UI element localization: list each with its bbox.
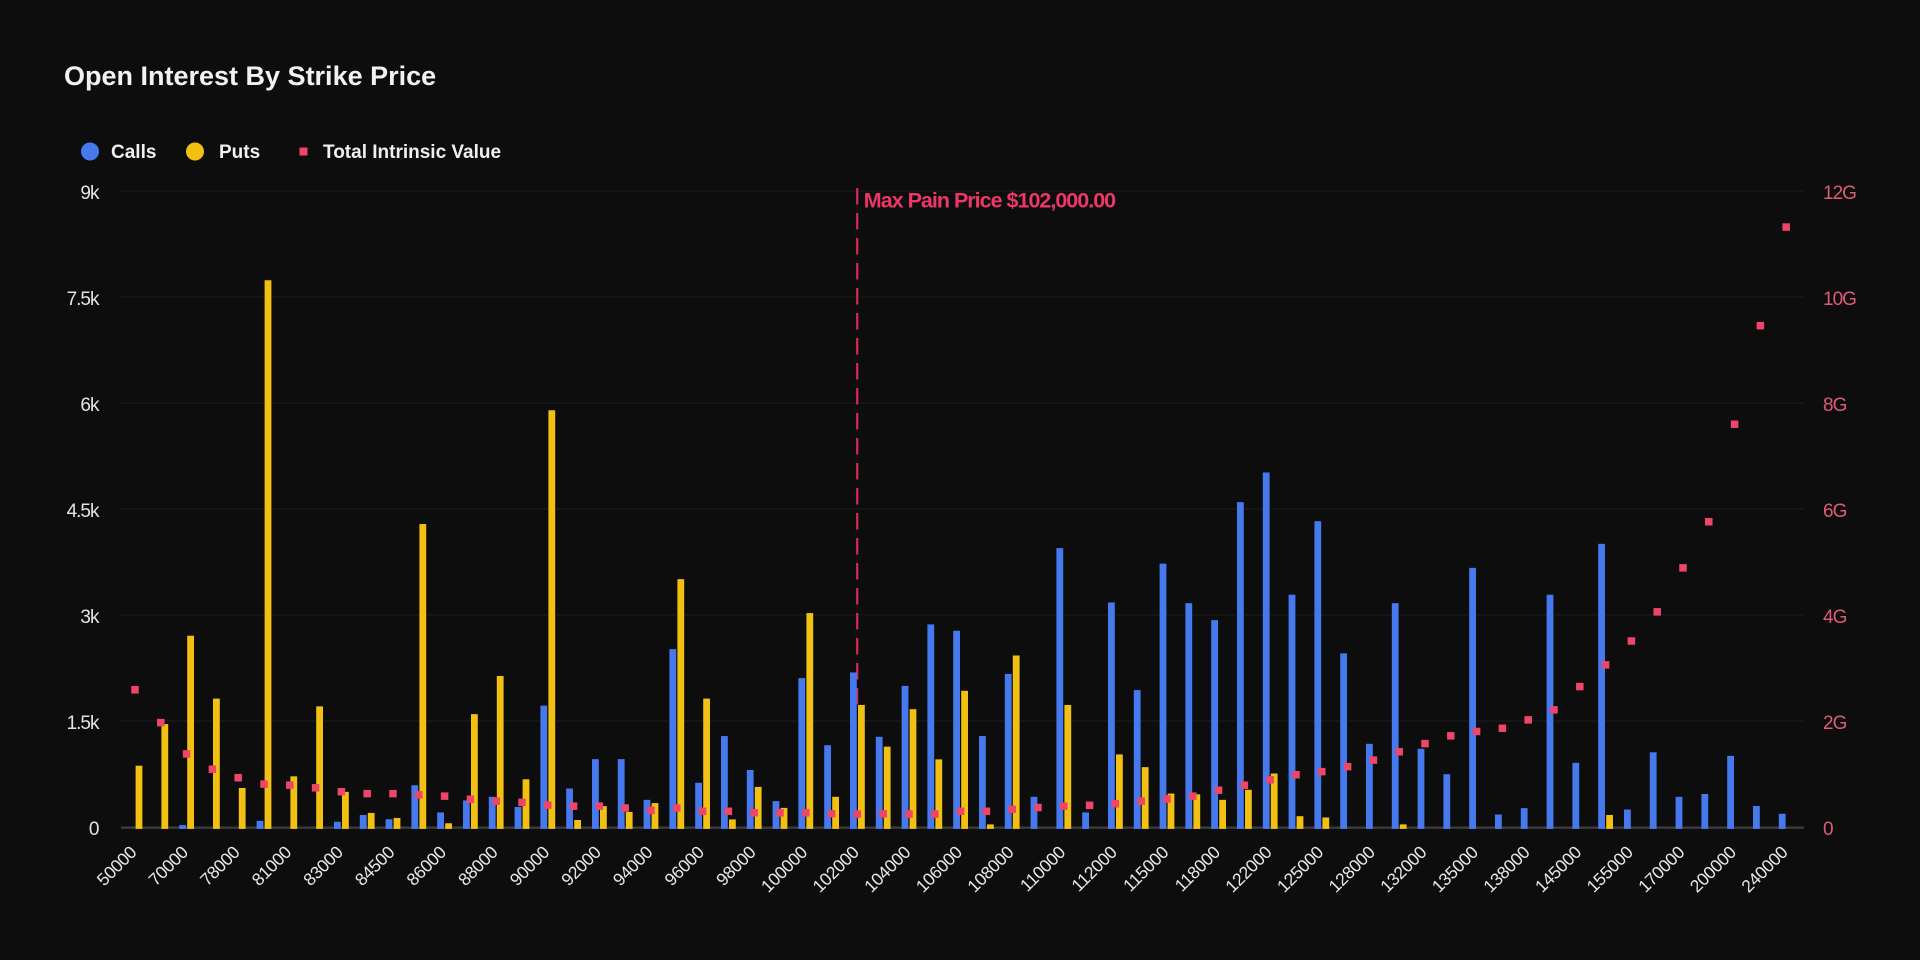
- svg-text:6G: 6G: [1823, 501, 1847, 522]
- svg-text:8G: 8G: [1823, 395, 1847, 416]
- svg-text:Max Pain Price $102,000.00: Max Pain Price $102,000.00: [864, 189, 1116, 213]
- svg-text:0: 0: [89, 819, 99, 840]
- svg-text:4G: 4G: [1823, 607, 1847, 628]
- svg-text:Total Intrinsic Value: Total Intrinsic Value: [323, 142, 501, 163]
- svg-text:2G: 2G: [1823, 713, 1847, 734]
- svg-text:7.5k: 7.5k: [67, 289, 100, 310]
- svg-text:12G: 12G: [1823, 183, 1856, 204]
- svg-text:10G: 10G: [1823, 289, 1856, 310]
- svg-text:1.5k: 1.5k: [67, 713, 100, 734]
- svg-text:4.5k: 4.5k: [67, 501, 100, 522]
- svg-text:9k: 9k: [80, 183, 100, 204]
- svg-text:Calls: Calls: [111, 142, 156, 163]
- svg-text:Puts: Puts: [219, 142, 260, 163]
- svg-text:6k: 6k: [80, 395, 100, 416]
- svg-text:3k: 3k: [80, 607, 100, 628]
- svg-text:Open Interest By Strike Price: Open Interest By Strike Price: [64, 61, 436, 91]
- svg-text:0: 0: [1823, 819, 1833, 840]
